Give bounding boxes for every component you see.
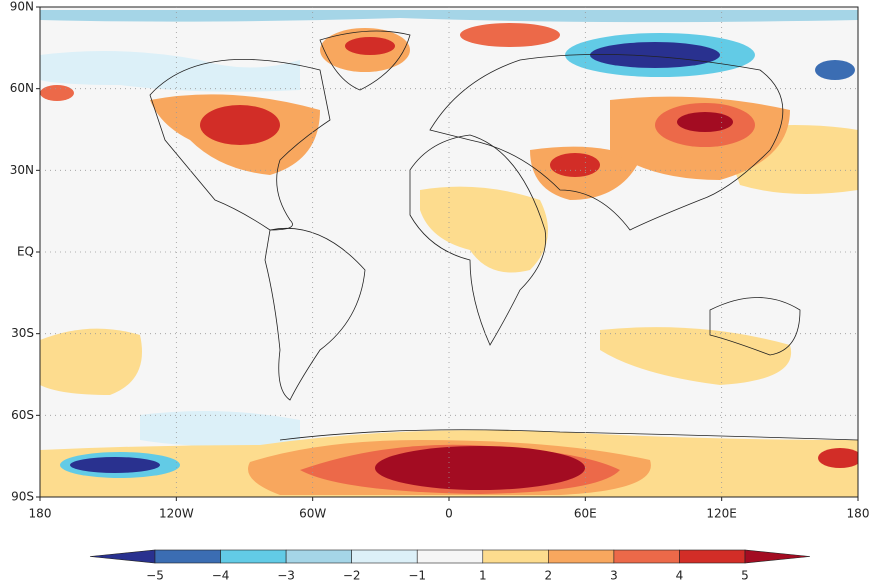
colorbar-tick-label: 3	[610, 569, 618, 582]
colorbar-tick-label: −2	[343, 569, 361, 582]
anomaly-patch	[140, 411, 300, 447]
axes: 90N 60N 30N EQ 30S 60S 90S 180 120W 60W 0 60E 120E 18…	[10, 0, 870, 521]
colorbar-box	[285, 549, 352, 564]
lon-tick-label: 120W	[159, 507, 194, 521]
anomaly-patch	[345, 37, 395, 55]
colorbar: −5 −4 −3 −2 −1 1 2 3 4 5	[89, 549, 811, 582]
lon-tick-label: 60E	[574, 507, 597, 521]
anomaly-patch	[818, 448, 858, 468]
colorbar-tick-label: 4	[676, 569, 684, 582]
lat-tick-label: 60N	[10, 81, 34, 95]
lat-tick-label: 30N	[10, 163, 34, 177]
colorbar-tick-label: 2	[545, 569, 553, 582]
colorbar-tick-label: −3	[277, 569, 295, 582]
coastlines	[149, 30, 859, 441]
colorbar-box	[220, 549, 287, 564]
anomaly-patch	[40, 10, 858, 23]
lon-tick-label: 60W	[299, 507, 326, 521]
anomaly-patch	[550, 153, 600, 177]
anomaly-patch	[70, 457, 160, 473]
colorbar-tick-label: 5	[741, 569, 749, 582]
anomaly-patch	[40, 85, 74, 101]
colorbar-box	[613, 549, 680, 564]
lat-tick-label: 90S	[11, 490, 34, 504]
lat-tick-label: EQ	[17, 245, 34, 259]
lon-tick-label: 180	[29, 507, 52, 521]
lat-tick-label: 90N	[10, 0, 34, 14]
lat-tick-label: 60S	[11, 408, 34, 422]
anomaly-patch	[677, 112, 733, 132]
anomaly-patch	[40, 51, 300, 92]
lat-tick-label: 30S	[11, 326, 34, 340]
lon-tick-label: 120E	[706, 507, 737, 521]
colorbar-tick-label: 1	[479, 569, 487, 582]
colorbar-box	[154, 549, 221, 564]
colorbar-extend	[89, 549, 156, 564]
lon-tick-label: 180	[847, 507, 870, 521]
anomaly-patch	[420, 186, 548, 273]
colorbar-box	[679, 549, 746, 564]
anomaly-field	[40, 10, 858, 497]
anomaly-patch	[460, 23, 560, 47]
anomaly-patch	[200, 105, 280, 145]
colorbar-tick-label: −4	[212, 569, 230, 582]
colorbar-tick-label: −5	[146, 569, 164, 582]
colorbar-box	[416, 549, 484, 564]
colorbar-box	[482, 549, 549, 564]
anomaly-patch	[815, 60, 855, 80]
colorbar-extend	[744, 549, 811, 564]
colorbar-tick-label: −1	[408, 569, 426, 582]
colorbar-box	[548, 549, 615, 564]
anomaly-patch	[40, 328, 142, 395]
anomaly-patch	[600, 327, 792, 385]
anomaly-patch	[590, 42, 720, 68]
colorbar-box	[351, 549, 418, 564]
anomaly-patch	[375, 446, 585, 490]
lon-tick-label: 0	[445, 507, 453, 521]
